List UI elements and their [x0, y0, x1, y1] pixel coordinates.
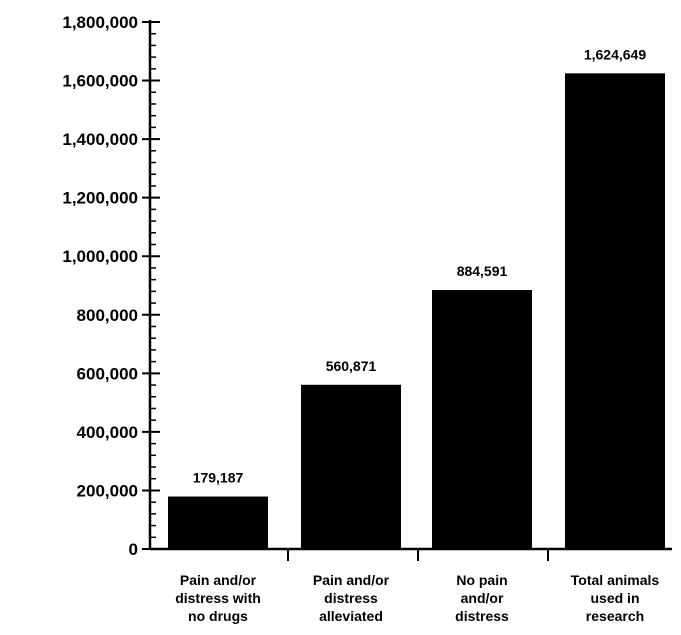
x-tick-label: alleviated [319, 608, 383, 624]
x-tick-label: Pain and/or [180, 572, 257, 588]
y-axis: 0 200,000 400,000 600,000 800,000 1,000,000 1,… [62, 13, 160, 559]
x-tick-label: no drugs [188, 608, 248, 624]
y-tick-label: 800,000 [77, 306, 138, 325]
x-tick-label: distress with [175, 590, 261, 606]
bar [301, 384, 401, 549]
x-tick-label: Total animals [571, 572, 660, 588]
x-tick-label: used in [590, 590, 639, 606]
bars [168, 73, 665, 550]
y-tick-label: 1,800,000 [62, 13, 138, 32]
y-tick-label: 1,000,000 [62, 247, 138, 266]
y-tick-label: 200,000 [77, 481, 138, 500]
bar [168, 496, 268, 549]
data-label: 884,591 [457, 263, 508, 279]
y-tick-label: 600,000 [77, 364, 138, 383]
y-tick-label: 1,600,000 [62, 72, 138, 91]
data-label: 179,187 [193, 470, 244, 486]
x-tick-label: research [586, 608, 644, 624]
data-label: 560,871 [326, 358, 377, 374]
category-labels: Pain and/or distress with no drugs Pain and… [175, 572, 659, 624]
x-tick-label: and/or [461, 590, 504, 606]
x-axis [150, 547, 672, 561]
bar [565, 73, 665, 550]
data-label: 1,624,649 [584, 46, 646, 62]
data-labels: 179,187 560,871 884,591 1,624,649 [193, 46, 647, 485]
x-tick-label: distress [324, 590, 378, 606]
y-tick-label: 1,200,000 [62, 189, 138, 208]
x-tick-label: No pain [456, 572, 507, 588]
x-tick-label: distress [455, 608, 509, 624]
y-tick-label: 0 [129, 540, 138, 559]
x-tick-label: Pain and/or [313, 572, 390, 588]
y-tick-label: 400,000 [77, 423, 138, 442]
y-tick-label: 1,400,000 [62, 130, 138, 149]
bar [432, 290, 532, 549]
